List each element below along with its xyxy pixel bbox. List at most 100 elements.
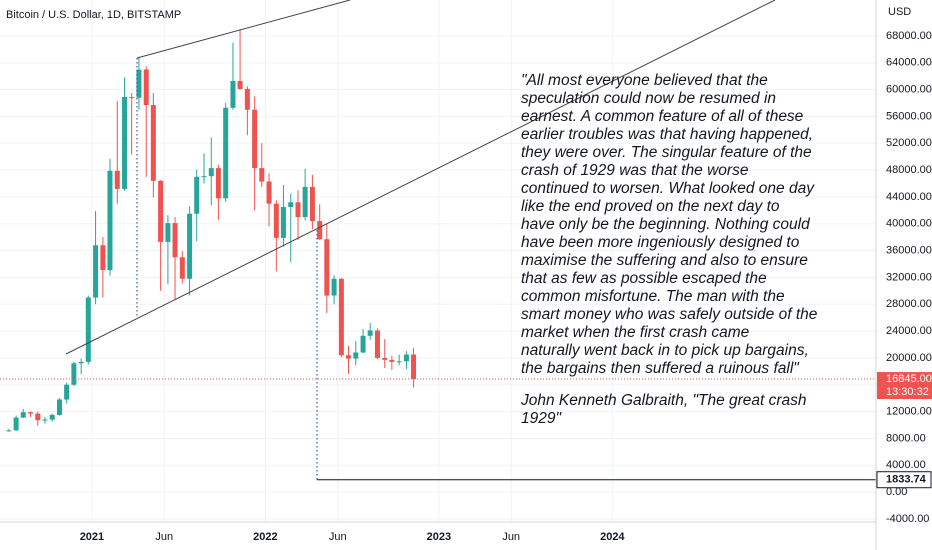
y-tick-label: 40000.00 bbox=[886, 218, 932, 230]
quote: "All most everyone believed that thespec… bbox=[520, 72, 818, 427]
y-tick-label: 0.00 bbox=[886, 486, 907, 498]
axis-labels: -4000.000.004000.008000.0012000.0016000.… bbox=[80, 30, 932, 543]
candle-body bbox=[403, 354, 409, 362]
candle-body bbox=[71, 363, 77, 385]
candle-body bbox=[273, 203, 279, 238]
trend-line bbox=[65, 0, 776, 355]
candle-body bbox=[331, 278, 337, 296]
y-tick-label: 32000.00 bbox=[886, 271, 932, 283]
x-tick-label: 2024 bbox=[600, 531, 625, 543]
candle-body bbox=[244, 88, 250, 110]
candle-body bbox=[49, 414, 55, 420]
quote-line: earnest. A common feature of all of thes… bbox=[521, 108, 804, 125]
grid bbox=[0, 0, 876, 522]
candle-body bbox=[295, 202, 301, 218]
quote-line: have been more ingeniously designed to bbox=[521, 234, 800, 251]
candle-body bbox=[302, 186, 308, 218]
y-tick-label: 4000.00 bbox=[886, 459, 926, 471]
candle-body bbox=[64, 384, 70, 400]
candle-body bbox=[345, 355, 351, 359]
quote-line: that as few as possible escaped the bbox=[521, 270, 767, 287]
x-tick-label: 2023 bbox=[427, 531, 451, 543]
candle-body bbox=[367, 330, 373, 336]
quote-line: like the end proved on the next day to bbox=[521, 198, 780, 215]
candles bbox=[6, 29, 417, 432]
y-tick-label: 60000.00 bbox=[886, 84, 932, 96]
y-tick-label: 52000.00 bbox=[886, 137, 932, 149]
candle-body bbox=[165, 223, 171, 242]
candle-body bbox=[230, 80, 236, 108]
candle-body bbox=[215, 168, 221, 199]
x-tick-label: Jun bbox=[155, 531, 173, 543]
candle-body bbox=[143, 69, 149, 106]
attribution-line: John Kenneth Galbraith, "The great crash bbox=[520, 392, 807, 409]
candle-body bbox=[100, 245, 106, 271]
overlay bbox=[0, 378, 876, 481]
last-price-label: 16845.00 bbox=[886, 373, 932, 385]
candle-body bbox=[360, 335, 366, 353]
y-tick-label: 56000.00 bbox=[886, 110, 932, 122]
candle-body bbox=[35, 413, 41, 421]
candle-body bbox=[324, 239, 330, 296]
candle-body bbox=[93, 245, 99, 298]
quote-line: naturally went back in to pick up bargai… bbox=[521, 342, 809, 359]
candle-body bbox=[252, 109, 258, 169]
quote-line: smart money who was safely outside of th… bbox=[521, 306, 818, 323]
candle-body bbox=[122, 97, 128, 189]
y-tick-label: 68000.00 bbox=[886, 30, 932, 42]
candle-body bbox=[389, 359, 395, 362]
trend-line bbox=[136, 0, 351, 59]
x-tick-label: 2022 bbox=[253, 531, 277, 543]
candle-body bbox=[107, 170, 113, 271]
quote-line: the bargains then suffered a ruinous fal… bbox=[521, 360, 800, 377]
candle-body bbox=[259, 168, 265, 182]
candle-body bbox=[150, 105, 156, 181]
candle-body bbox=[136, 69, 142, 98]
price-axis bbox=[876, 0, 932, 550]
candle-body bbox=[396, 361, 402, 363]
axis-unit: USD bbox=[888, 6, 911, 18]
candle-body bbox=[194, 176, 200, 214]
candle-body bbox=[20, 412, 26, 418]
quote-line: earlier troubles was that having happene… bbox=[521, 126, 813, 143]
candle-body bbox=[129, 97, 135, 99]
y-tick-label: 48000.00 bbox=[886, 164, 932, 176]
candle-body bbox=[382, 357, 388, 360]
time-axis bbox=[0, 522, 876, 550]
candle-body bbox=[187, 213, 193, 279]
candle-body bbox=[56, 399, 62, 415]
quote-line: market when the first crash came bbox=[521, 324, 750, 341]
y-tick-label: 12000.00 bbox=[886, 405, 932, 417]
quote-line: speculation could now be resumed in bbox=[521, 90, 776, 107]
y-tick-label: 64000.00 bbox=[886, 57, 932, 69]
quote-line: "All most everyone believed that the bbox=[521, 72, 768, 89]
level-badge bbox=[876, 471, 932, 489]
x-tick-label: Jun bbox=[329, 531, 347, 543]
quote-line: continued to worsen. What looked one day bbox=[521, 180, 815, 197]
y-tick-label: 44000.00 bbox=[886, 191, 932, 203]
chart-title: Bitcoin / U.S. Dollar, 1D, BITSTAMP bbox=[6, 9, 181, 21]
candle-body bbox=[280, 207, 286, 238]
candle-body bbox=[353, 352, 359, 359]
candle-body bbox=[114, 170, 120, 189]
candle-body bbox=[13, 417, 19, 431]
candle-body bbox=[317, 221, 323, 240]
y-tick-label: 20000.00 bbox=[886, 352, 932, 364]
quote-line: maximise the suffering and also to ensur… bbox=[521, 252, 808, 269]
candle-body bbox=[28, 412, 34, 414]
candle-body bbox=[309, 186, 315, 222]
candle-body bbox=[411, 354, 417, 380]
candle-body bbox=[288, 202, 294, 208]
countdown-label: 13:30:32 bbox=[886, 386, 929, 398]
candle-body bbox=[6, 430, 12, 432]
candle-body bbox=[237, 80, 243, 89]
candle-body bbox=[172, 223, 178, 258]
candle-body bbox=[201, 176, 207, 178]
x-tick-label: 2021 bbox=[80, 531, 104, 543]
y-tick-label: 24000.00 bbox=[886, 325, 932, 337]
candle-body bbox=[42, 419, 48, 421]
quote-line: have only be the beginning. Nothing coul… bbox=[521, 216, 811, 233]
candle-body bbox=[266, 181, 272, 204]
y-tick-label: -4000.00 bbox=[886, 513, 929, 525]
